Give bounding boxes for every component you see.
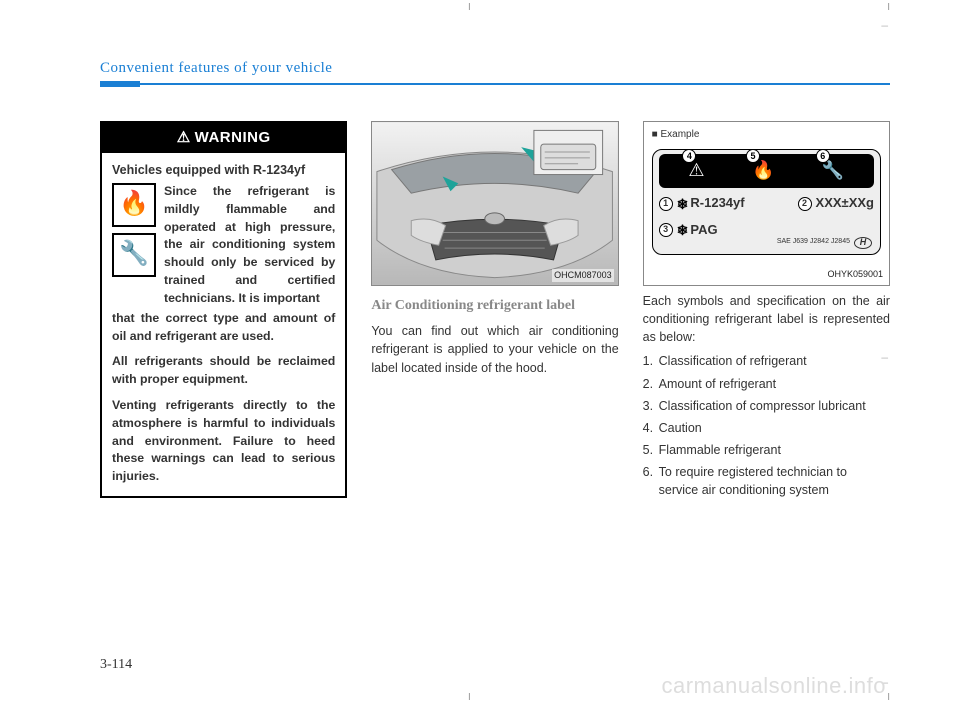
badge-1: 1 [659, 197, 673, 211]
list-item: 3.Classification of compressor lubricant [643, 397, 890, 415]
caution-icon: 4 ⚠ [688, 157, 704, 183]
warning-p2: All refrigerants should be reclaimed wit… [112, 353, 335, 389]
warning-p1: Since the refrigerant is mildly flammabl… [164, 183, 335, 308]
list-item-text: Amount of refrigerant [659, 375, 890, 393]
column-left: ⚠WARNING Vehicles equipped with R-1234yf… [100, 121, 347, 499]
three-columns: ⚠WARNING Vehicles equipped with R-1234yf… [100, 121, 890, 499]
crop-mark: I [468, 2, 471, 13]
list-item: 5.Flammable refrigerant [643, 441, 890, 459]
crop-mark: I [887, 692, 890, 703]
car-svg [372, 122, 617, 285]
warning-heading-text: WARNING [195, 129, 271, 146]
list-item-text: Flammable refrigerant [659, 441, 890, 459]
section-header: Convenient features of your vehicle [100, 60, 890, 77]
technician-required-icon: 6 🔧 [822, 157, 844, 183]
warning-p3: Venting refrigerants directly to the atm… [112, 397, 335, 486]
warning-icon: ⚠ [177, 129, 191, 146]
warning-box: ⚠WARNING Vehicles equipped with R-1234yf… [100, 121, 347, 498]
badge-3: 3 [659, 223, 673, 237]
warning-heading: ⚠WARNING [102, 123, 345, 153]
example-figure: ■ Example 4 ⚠ 5 🔥 6 🔧 [643, 121, 890, 286]
hyundai-logo-icon: H [854, 237, 872, 249]
center-para: You can find out which air conditioning … [371, 322, 618, 376]
header-rule [100, 83, 890, 85]
sae-line: SAE J639 J2842 J2845 H [777, 237, 872, 249]
crop-mark: I [887, 2, 890, 13]
center-subhead: Air Conditioning refrigerant label [371, 296, 618, 316]
snowflake-icon: ❄ [677, 220, 689, 240]
warning-row: 🔥 🔧 Since the refrigerant is mildly flam… [112, 183, 335, 308]
warning-icons: 🔥 🔧 [112, 183, 156, 308]
figure-code: OHCM087003 [552, 269, 614, 282]
label-line-1: 1 ❄ R-1234yf 2 XXX±XXg [659, 194, 874, 214]
figure-code: OHYK059001 [827, 268, 883, 281]
snowflake-icon: ❄ [677, 194, 689, 214]
crop-mark: I [468, 692, 471, 703]
list-item: 2.Amount of refrigerant [643, 375, 890, 393]
badge-2: 2 [798, 197, 812, 211]
warning-subtitle: Vehicles equipped with R-1234yf [112, 161, 335, 179]
page-number: 3-114 [100, 657, 132, 673]
spec-list: 1.Classification of refrigerant 2.Amount… [643, 352, 890, 499]
technician-icon: 🔧 [112, 233, 156, 277]
list-item: 6.To require registered technician to se… [643, 463, 890, 499]
list-item-text: Classification of compressor lubricant [659, 397, 890, 415]
sae-text: SAE J639 J2842 J2845 [777, 237, 850, 247]
list-item: 4.Caution [643, 419, 890, 437]
flammable-icon: 5 🔥 [752, 157, 774, 183]
label-top-row: 4 ⚠ 5 🔥 6 🔧 [659, 154, 874, 188]
flammable-icon: 🔥 [112, 183, 156, 227]
list-item-text: Caution [659, 419, 890, 437]
trim-dash: – [881, 18, 888, 32]
list-item-text: Classification of refrigerant [659, 352, 890, 370]
example-title: ■ Example [652, 128, 881, 143]
right-intro: Each symbols and specification on the ai… [643, 292, 890, 346]
watermark: carmanualsonline.info [661, 673, 886, 699]
refrigerant-amount: XXX±XXg [816, 194, 874, 213]
list-item-text: To require registered technician to serv… [659, 463, 890, 499]
warning-body: Vehicles equipped with R-1234yf 🔥 🔧 Sinc… [102, 153, 345, 496]
list-item: 1.Classification of refrigerant [643, 352, 890, 370]
lubricant-name: PAG [690, 221, 717, 240]
caution-glyph: ⚠ [688, 160, 704, 180]
flame-glyph: 🔥 [752, 160, 774, 180]
page-content: Convenient features of your vehicle ⚠WAR… [100, 60, 890, 499]
column-center: OHCM087003 Air Conditioning refrigerant … [371, 121, 618, 499]
refrigerant-name: R-1234yf [690, 194, 744, 213]
tech-glyph: 🔧 [822, 160, 844, 180]
warning-p1-tail: that the correct type and amount of oil … [112, 310, 335, 346]
refrigerant-label-panel: 4 ⚠ 5 🔥 6 🔧 1 ❄ [652, 149, 881, 255]
car-figure: OHCM087003 [371, 121, 618, 286]
column-right: ■ Example 4 ⚠ 5 🔥 6 🔧 [643, 121, 890, 499]
